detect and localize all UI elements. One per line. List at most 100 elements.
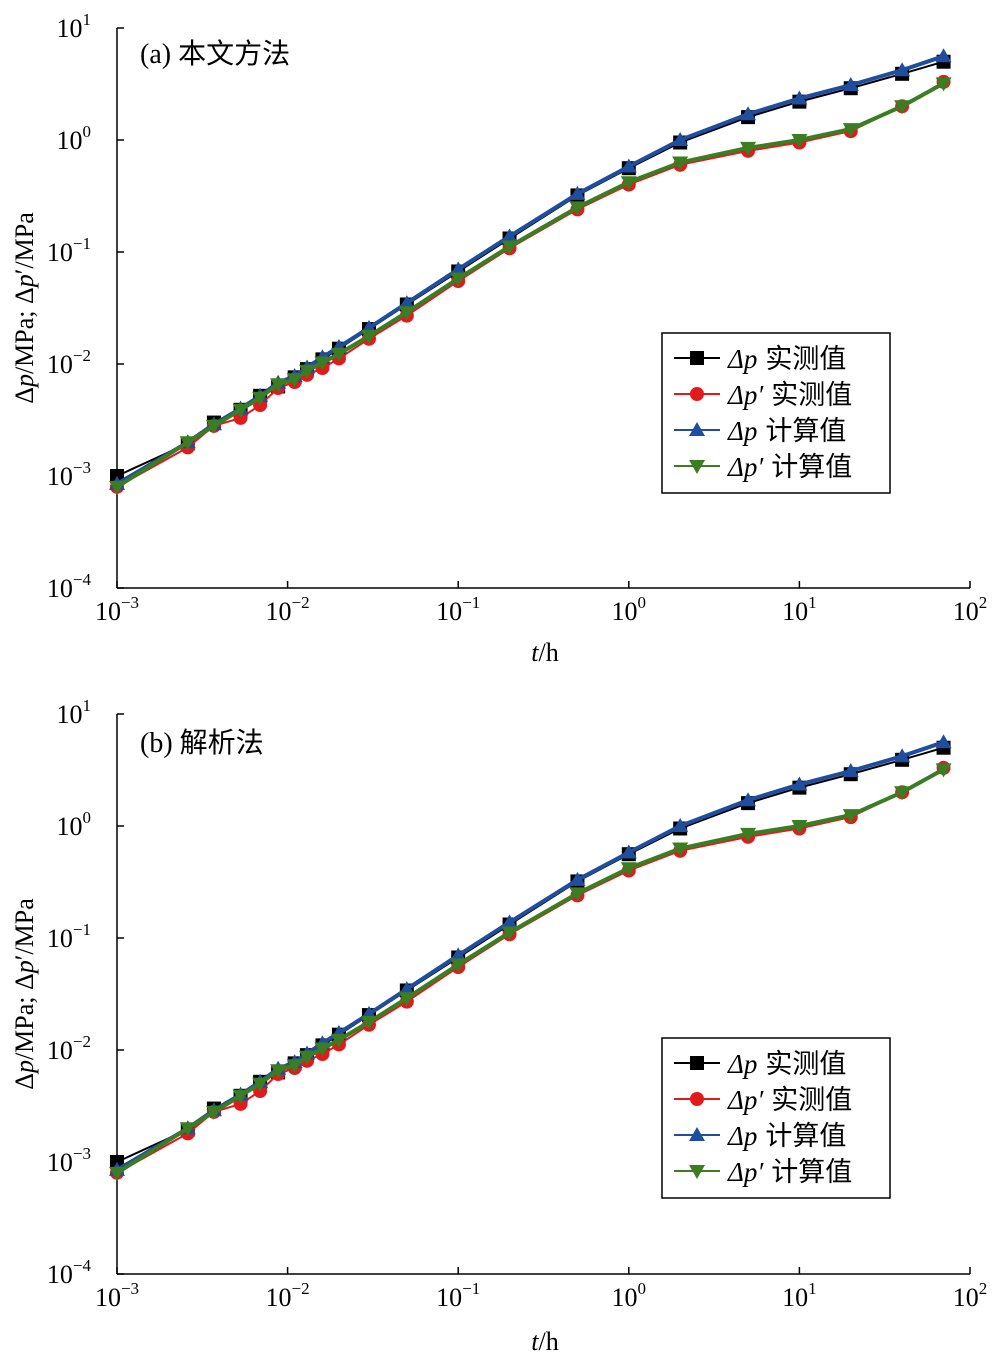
y-tick-base: 10: [47, 1036, 73, 1065]
legend-label: Δp 实测值: [727, 344, 846, 374]
data-point: [398, 295, 415, 310]
series-3: [109, 763, 952, 1181]
y-axis-label: Δp/MPa; Δp′/MPa: [10, 212, 39, 404]
y-axis-label-part: p: [10, 960, 39, 975]
legend-text: 实测值: [771, 380, 852, 410]
data-point: [270, 1064, 287, 1079]
y-tick-exponent: −2: [73, 346, 91, 365]
y-tick-exponent: 0: [83, 808, 92, 827]
series-3: [109, 77, 952, 495]
y-tick-label: 10−4: [47, 570, 92, 603]
y-tick-base: 10: [47, 238, 73, 267]
data-point: [569, 185, 586, 200]
data-point: [791, 134, 808, 148]
data-point: [232, 403, 249, 418]
data-point: [179, 1122, 196, 1137]
y-tick-label: 10−3: [47, 458, 91, 491]
data-point: [232, 1089, 249, 1104]
data-point: [450, 261, 467, 276]
x-tick-base: 10: [95, 597, 121, 626]
y-axis-label-part: Δ: [10, 387, 39, 404]
x-axis-label-var: t: [531, 1327, 539, 1356]
data-point: [314, 1042, 331, 1057]
data-point: [842, 123, 859, 138]
data-point: [450, 958, 467, 973]
data-point: [672, 156, 689, 171]
series-line: [115, 767, 945, 1175]
x-axis-label-unit: /h: [539, 1327, 559, 1356]
data-point: [360, 1015, 377, 1030]
x-tick-base: 10: [782, 1283, 808, 1312]
x-tick-exponent: −1: [462, 1279, 480, 1298]
y-tick-exponent: 0: [83, 122, 92, 141]
x-tick-base: 10: [436, 1283, 462, 1312]
y-tick-label: 101: [57, 696, 92, 729]
data-point: [299, 1050, 316, 1065]
legend-symbol: Δp: [727, 416, 757, 446]
legend-label: Δp 计算值: [727, 416, 846, 446]
data-point: [672, 132, 689, 146]
data-point: [330, 347, 347, 362]
legend-text: 计算值: [765, 1121, 846, 1151]
data-point: [569, 887, 586, 902]
series-line: [115, 81, 945, 489]
x-tick-exponent: −2: [292, 593, 310, 612]
series-line: [116, 81, 945, 488]
legend-marker: [690, 1092, 704, 1106]
panel-title: (b) 解析法: [140, 727, 264, 759]
y-tick-label: 10−1: [47, 234, 91, 267]
x-tick-label: 10−2: [266, 1279, 310, 1312]
x-axis-label-unit: /h: [539, 638, 559, 667]
legend-marker: [690, 387, 704, 401]
data-point: [791, 776, 808, 791]
data-point: [286, 373, 303, 388]
y-tick-base: 10: [47, 924, 73, 953]
y-axis-label-part: /MPa; Δ: [10, 973, 39, 1060]
y-tick-base: 10: [47, 462, 73, 491]
data-point: [740, 141, 757, 156]
data-point: [842, 76, 859, 91]
legend-symbol: Δp′: [727, 380, 764, 410]
y-tick-exponent: −4: [73, 1256, 92, 1275]
data-point: [842, 809, 859, 824]
data-point: [501, 926, 518, 941]
x-tick-base: 10: [95, 1283, 121, 1312]
chart-panel-a: 10−3 10−2 10−1 100 101 10210−410−310−210−1100…: [10, 10, 987, 667]
x-tick-label: 100: [612, 1279, 647, 1312]
x-tick-label: 10−3: [95, 593, 139, 626]
data-point: [109, 480, 125, 495]
x-tick-exponent: 2: [979, 1279, 988, 1298]
data-point: [501, 914, 518, 929]
x-axis-label: t/h: [531, 1327, 558, 1356]
data-point: [935, 77, 952, 92]
y-tick-label: 10−1: [47, 920, 91, 953]
y-axis-label-part: ′/MPa: [10, 898, 39, 960]
x-tick-base: 10: [266, 1283, 292, 1312]
data-point: [205, 1105, 222, 1120]
legend-text: 实测值: [771, 1085, 852, 1115]
x-tick-label: 10−1: [436, 593, 480, 626]
data-point: [672, 818, 689, 832]
y-tick-label: 101: [57, 10, 92, 43]
data-point: [179, 436, 196, 451]
legend-label: Δp′ 计算值: [727, 1157, 852, 1187]
x-tick-exponent: −3: [121, 593, 139, 612]
data-point: [109, 1166, 125, 1181]
y-tick-exponent: −3: [73, 458, 91, 477]
x-tick-label: 101: [782, 1279, 817, 1312]
data-point: [842, 762, 859, 777]
data-point: [314, 356, 331, 371]
y-tick-base: 10: [57, 126, 83, 155]
y-tick-label: 100: [57, 808, 92, 841]
data-point: [740, 827, 757, 842]
data-point: [450, 272, 467, 287]
data-point: [299, 364, 316, 379]
data-point: [270, 378, 287, 393]
y-axis-label-part: ′/MPa: [10, 212, 39, 274]
y-tick-label: 10−3: [47, 1144, 91, 1177]
legend-symbol: Δp: [727, 344, 757, 374]
legend-symbol: Δp′: [727, 452, 764, 482]
data-point: [894, 62, 911, 77]
